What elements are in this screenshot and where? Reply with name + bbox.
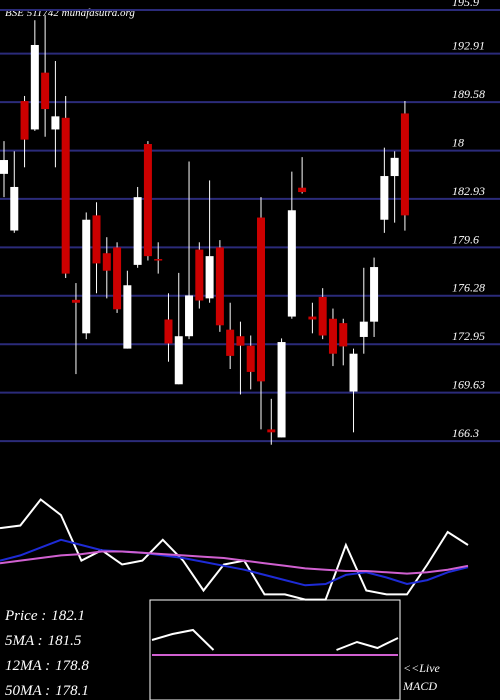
stat-value: 181.5 — [48, 633, 82, 649]
candle-body — [215, 247, 224, 326]
y-tick-label: 18 — [452, 136, 464, 150]
candle-body — [61, 117, 70, 274]
candle-body — [41, 72, 50, 110]
y-tick-label: 192.91 — [452, 39, 485, 53]
candle-body — [277, 342, 286, 438]
candle-body — [339, 323, 348, 347]
candle-body — [267, 429, 276, 433]
candle-body — [174, 336, 183, 385]
candle-body — [82, 219, 91, 334]
live-link[interactable]: <<Live — [403, 661, 441, 675]
stat: 12MA : 178.8 — [5, 658, 89, 674]
candle-body — [30, 44, 39, 130]
candle-body — [328, 318, 337, 354]
candle-body — [308, 316, 317, 320]
stat-value: 178.1 — [55, 683, 89, 699]
candle-body — [185, 295, 194, 337]
indicator-line — [0, 550, 469, 575]
candle-body — [257, 217, 265, 382]
candle-body — [370, 267, 379, 322]
candle-body — [154, 259, 163, 261]
macd-label: MACD — [402, 679, 437, 693]
candle-body — [0, 160, 8, 174]
indicator-line — [151, 628, 399, 651]
macd-panel — [149, 599, 401, 700]
y-tick-label: 195.9 — [452, 0, 479, 9]
chart-title: BSE 511742 munafasutra.org — [5, 7, 135, 19]
stat-label: 5MA : — [5, 633, 43, 649]
y-tick-label: 189.58 — [452, 87, 485, 101]
stat: 50MA : 178.1 — [5, 683, 89, 699]
candle-body — [226, 329, 235, 356]
indicator-line — [0, 538, 469, 587]
stat: 5MA : 181.5 — [5, 633, 82, 649]
candle-body — [349, 353, 358, 392]
candle-body — [92, 215, 101, 264]
candle-body — [71, 299, 80, 303]
candle-body — [113, 247, 122, 310]
candle-body — [236, 336, 245, 346]
indicator-line — [0, 498, 469, 601]
candle-body — [287, 210, 296, 317]
candle-body — [298, 187, 307, 193]
candle-body — [318, 296, 327, 336]
candle-body — [51, 116, 60, 130]
candle-body — [400, 113, 409, 216]
stat-label: 50MA : — [5, 683, 50, 699]
y-tick-label: 172.95 — [452, 329, 485, 343]
candle-body — [205, 256, 214, 299]
stat-value: 182.1 — [51, 608, 85, 624]
stat-value: 178.8 — [55, 658, 89, 674]
y-tick-label: 176.28 — [452, 281, 485, 295]
candle-body — [10, 186, 19, 231]
candle-body — [102, 253, 111, 271]
y-tick-label: 182.93 — [452, 184, 485, 198]
y-tick-label: 179.6 — [452, 232, 479, 246]
candle-body — [246, 345, 255, 372]
candle-body — [359, 321, 368, 337]
candle-body — [123, 285, 132, 349]
candle-body — [195, 249, 204, 301]
candle-body — [143, 144, 152, 257]
stat-label: Price : — [4, 608, 46, 624]
candle-body — [20, 101, 29, 140]
stat-label: 12MA : — [5, 658, 50, 674]
y-tick-label: 169.63 — [452, 378, 485, 392]
candle-body — [390, 157, 399, 177]
candle-body — [133, 197, 142, 265]
y-tick-label: 166.3 — [452, 426, 479, 440]
candle-body — [164, 319, 173, 344]
stat: Price : 182.1 — [4, 608, 85, 624]
candle-body — [380, 176, 389, 220]
